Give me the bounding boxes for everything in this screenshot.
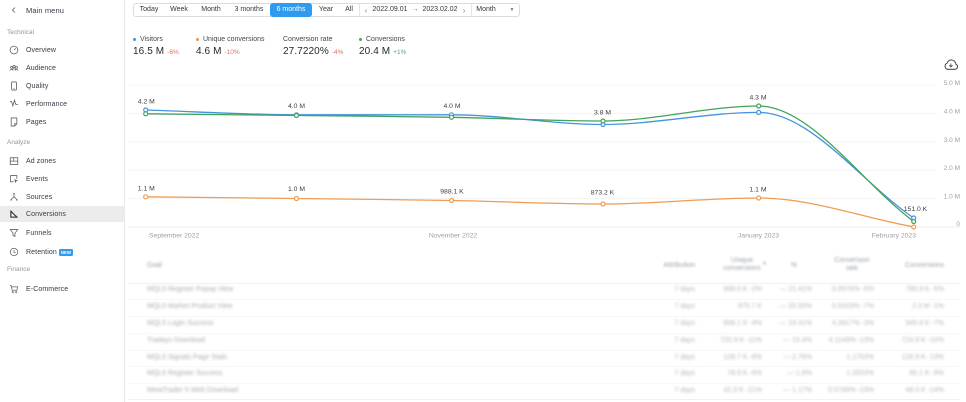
svg-text:November 2022: November 2022	[429, 233, 478, 240]
svg-text:4.0 M: 4.0 M	[944, 108, 960, 115]
svg-text:0: 0	[956, 221, 960, 228]
svg-text:1.0 M: 1.0 M	[288, 186, 305, 193]
svg-text:4.2 M: 4.2 M	[138, 99, 155, 106]
svg-text:1.0 M: 1.0 M	[944, 194, 960, 201]
svg-text:2.0 M: 2.0 M	[944, 165, 960, 172]
svg-text:February 2023: February 2023	[872, 233, 916, 240]
svg-text:September 2022: September 2022	[149, 233, 199, 240]
svg-text:5.0 M: 5.0 M	[944, 80, 960, 87]
svg-text:3.0 M: 3.0 M	[944, 137, 960, 144]
svg-text:151.0 K: 151.0 K	[904, 206, 928, 213]
svg-text:3.8 M: 3.8 M	[594, 110, 611, 117]
svg-text:4.0 M: 4.0 M	[288, 103, 305, 110]
svg-text:January 2023: January 2023	[738, 233, 779, 240]
svg-text:988.1 K: 988.1 K	[440, 189, 464, 196]
svg-text:873.2 K: 873.2 K	[591, 190, 615, 197]
svg-text:4.3 M: 4.3 M	[750, 94, 767, 101]
svg-text:NEW: NEW	[61, 250, 71, 255]
svg-text:4.0 M: 4.0 M	[444, 103, 461, 110]
svg-text:1.1 M: 1.1 M	[138, 186, 155, 193]
svg-text:1.1 M: 1.1 M	[750, 187, 767, 194]
